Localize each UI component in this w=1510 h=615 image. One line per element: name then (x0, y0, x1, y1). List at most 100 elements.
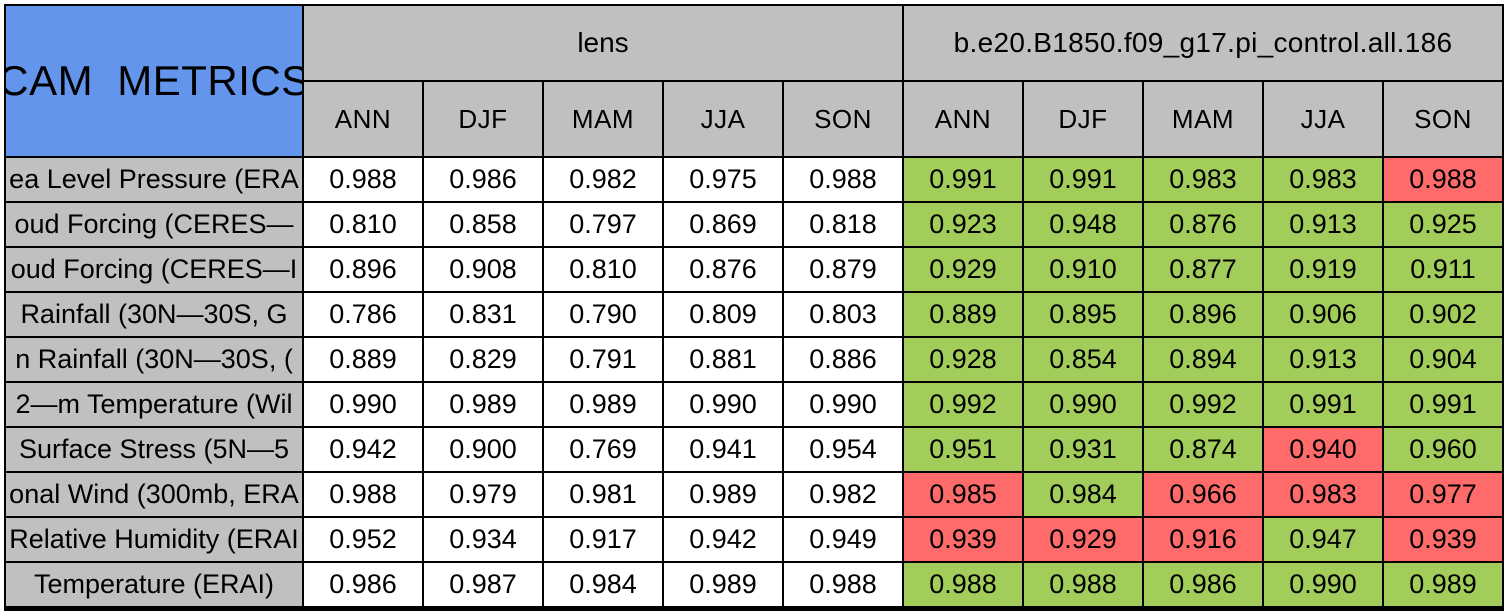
metric-value-cell: 0.939 (1384, 518, 1502, 561)
row-label: 2—m Temperature (Wil (6, 383, 302, 426)
metric-value-cell: 0.913 (1264, 203, 1382, 246)
metric-value-cell: 0.988 (784, 563, 902, 606)
season-header-jja: JJA (1264, 82, 1382, 156)
metric-value-cell: 0.928 (904, 338, 1022, 381)
group-header-lens: lens (304, 6, 902, 80)
metric-value-cell: 0.818 (784, 203, 902, 246)
metric-value-cell: 0.886 (784, 338, 902, 381)
metric-value-cell: 0.987 (424, 563, 542, 606)
metric-value-cell: 0.906 (1264, 293, 1382, 336)
metric-value-cell: 0.916 (1144, 518, 1262, 561)
season-header-djf: DJF (1024, 82, 1142, 156)
metric-value-cell: 0.991 (1384, 383, 1502, 426)
metric-value-cell: 0.988 (1384, 158, 1502, 201)
metric-value-cell: 0.910 (1024, 248, 1142, 291)
season-header-son: SON (1384, 82, 1502, 156)
cam-metrics-table: CAM METRICS lens b.e20.B1850.f09_g17.pi_… (4, 4, 1504, 611)
metric-value-cell: 0.829 (424, 338, 542, 381)
metric-value-cell: 0.929 (1024, 518, 1142, 561)
metric-value-cell: 0.876 (1144, 203, 1262, 246)
metric-value-cell: 0.858 (424, 203, 542, 246)
metric-value-cell: 0.911 (1384, 248, 1502, 291)
metric-value-cell: 0.876 (664, 248, 782, 291)
metric-value-cell: 0.948 (1024, 203, 1142, 246)
metric-value-cell: 0.923 (904, 203, 1022, 246)
metric-value-cell: 0.986 (1144, 563, 1262, 606)
metric-value-cell: 0.988 (904, 563, 1022, 606)
metric-value-cell: 0.931 (1024, 428, 1142, 471)
row-label: oud Forcing (CERES—I (6, 248, 302, 291)
metric-value-cell: 0.991 (1024, 158, 1142, 201)
metric-value-cell: 0.854 (1024, 338, 1142, 381)
metric-value-cell: 0.966 (1144, 473, 1262, 516)
metric-value-cell: 0.954 (784, 428, 902, 471)
metric-value-cell: 0.981 (544, 473, 662, 516)
metric-value-cell: 0.991 (904, 158, 1022, 201)
metric-value-cell: 0.797 (544, 203, 662, 246)
row-label: Surface Stress (5N—5 (6, 428, 302, 471)
metric-value-cell: 0.894 (1144, 338, 1262, 381)
metric-value-cell: 0.889 (904, 293, 1022, 336)
metric-value-cell: 0.986 (424, 158, 542, 201)
metric-value-cell: 0.902 (1384, 293, 1502, 336)
metric-value-cell: 0.895 (1024, 293, 1142, 336)
metric-value-cell: 0.942 (664, 518, 782, 561)
metric-value-cell: 0.940 (1264, 428, 1382, 471)
metric-value-cell: 0.810 (544, 248, 662, 291)
metric-value-cell: 0.988 (784, 158, 902, 201)
metric-value-cell: 0.982 (784, 473, 902, 516)
metric-value-cell: 0.929 (904, 248, 1022, 291)
metric-value-cell: 0.989 (1384, 563, 1502, 606)
metric-value-cell: 0.769 (544, 428, 662, 471)
group-header-control-run: b.e20.B1850.f09_g17.pi_control.all.186 (904, 6, 1502, 80)
metric-value-cell: 0.896 (1144, 293, 1262, 336)
table-title: CAM METRICS (6, 6, 302, 156)
metric-value-cell: 0.900 (424, 428, 542, 471)
metric-value-cell: 0.990 (664, 383, 782, 426)
metric-value-cell: 0.989 (664, 473, 782, 516)
metric-value-cell: 0.985 (904, 473, 1022, 516)
metric-value-cell: 0.831 (424, 293, 542, 336)
metric-value-cell: 0.982 (544, 158, 662, 201)
metric-value-cell: 0.992 (904, 383, 1022, 426)
metric-value-cell: 0.925 (1384, 203, 1502, 246)
metric-value-cell: 0.983 (1144, 158, 1262, 201)
metric-value-cell: 0.979 (424, 473, 542, 516)
metric-value-cell: 0.986 (304, 563, 422, 606)
metric-value-cell: 0.790 (544, 293, 662, 336)
season-header-mam: MAM (544, 82, 662, 156)
metric-value-cell: 0.908 (424, 248, 542, 291)
row-label: ea Level Pressure (ERA (6, 158, 302, 201)
metric-value-cell: 0.904 (1384, 338, 1502, 381)
metric-value-cell: 0.942 (304, 428, 422, 471)
metric-value-cell: 0.949 (784, 518, 902, 561)
season-header-ann: ANN (904, 82, 1022, 156)
metric-value-cell: 0.990 (1264, 563, 1382, 606)
metric-value-cell: 0.983 (1264, 473, 1382, 516)
row-label: Relative Humidity (ERAI (6, 518, 302, 561)
metric-value-cell: 0.809 (664, 293, 782, 336)
metric-value-cell: 0.990 (304, 383, 422, 426)
row-label: Rainfall (30N—30S, G (6, 293, 302, 336)
row-label: oud Forcing (CERES— (6, 203, 302, 246)
metric-value-cell: 0.984 (544, 563, 662, 606)
metric-value-cell: 0.941 (664, 428, 782, 471)
metric-value-cell: 0.984 (1024, 473, 1142, 516)
metric-value-cell: 0.989 (544, 383, 662, 426)
metric-value-cell: 0.939 (904, 518, 1022, 561)
metric-value-cell: 0.991 (1264, 383, 1382, 426)
metric-value-cell: 0.983 (1264, 158, 1382, 201)
metric-value-cell: 0.917 (544, 518, 662, 561)
metric-value-cell: 0.786 (304, 293, 422, 336)
season-header-jja: JJA (664, 82, 782, 156)
metric-value-cell: 0.869 (664, 203, 782, 246)
metric-value-cell: 0.881 (664, 338, 782, 381)
metric-value-cell: 0.960 (1384, 428, 1502, 471)
metric-value-cell: 0.952 (304, 518, 422, 561)
season-header-son: SON (784, 82, 902, 156)
metric-value-cell: 0.992 (1144, 383, 1262, 426)
metric-value-cell: 0.990 (784, 383, 902, 426)
metric-value-cell: 0.874 (1144, 428, 1262, 471)
metric-value-cell: 0.919 (1264, 248, 1382, 291)
metric-value-cell: 0.975 (664, 158, 782, 201)
